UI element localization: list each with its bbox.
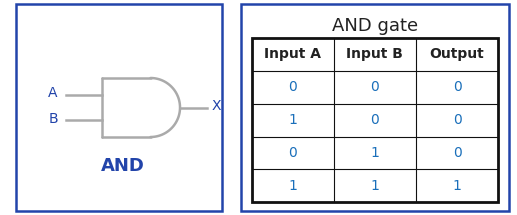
Text: 0: 0 [453,80,461,94]
Text: B: B [48,112,58,126]
Text: A: A [48,86,58,100]
Text: 0: 0 [288,146,297,160]
Text: AND: AND [101,158,145,175]
Text: 1: 1 [288,113,297,127]
Text: 0: 0 [453,113,461,127]
Text: 1: 1 [452,179,462,193]
Text: Input A: Input A [264,47,321,61]
Text: 0: 0 [371,113,379,127]
Text: AND gate: AND gate [332,17,418,35]
Text: 1: 1 [370,146,379,160]
Bar [252,38,498,202]
Bar [16,4,222,211]
Text: 0: 0 [371,80,379,94]
Text: Output: Output [430,47,484,61]
Text: 0: 0 [453,146,461,160]
Text: Input B: Input B [346,47,403,61]
Text: X: X [211,100,221,114]
Text: 1: 1 [288,179,297,193]
Text: 0: 0 [288,80,297,94]
Text: 1: 1 [370,179,379,193]
